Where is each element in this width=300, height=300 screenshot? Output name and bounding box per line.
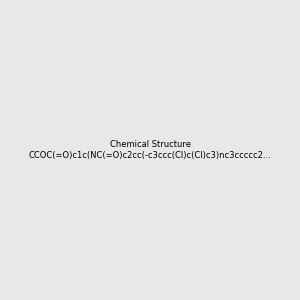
Text: Chemical Structure
CCOC(=O)c1c(NC(=O)c2cc(-c3ccc(Cl)c(Cl)c3)nc3ccccc2...: Chemical Structure CCOC(=O)c1c(NC(=O)c2c… <box>28 140 272 160</box>
